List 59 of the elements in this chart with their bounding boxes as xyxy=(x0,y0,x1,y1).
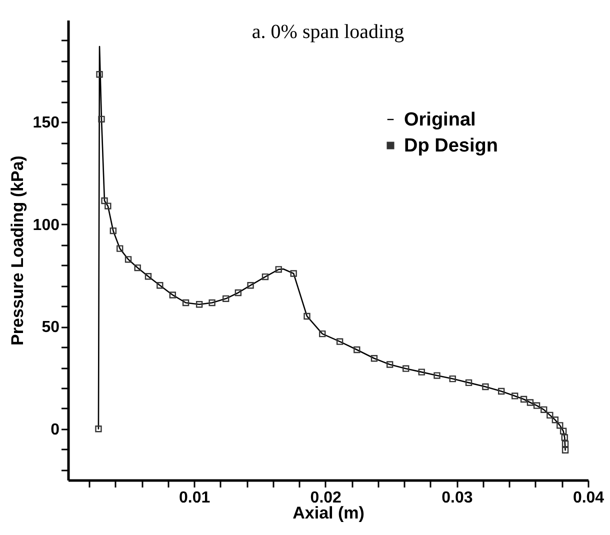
point xyxy=(247,282,254,289)
point xyxy=(434,372,440,379)
point xyxy=(562,440,569,448)
x-tick-label: 0.02 xyxy=(310,490,342,506)
y-axis-title: Pressure Loading (kPa) xyxy=(8,156,27,346)
point xyxy=(275,266,282,273)
point xyxy=(562,446,569,454)
point xyxy=(402,365,410,372)
point xyxy=(101,197,108,204)
point xyxy=(546,412,554,419)
point xyxy=(124,256,132,263)
point xyxy=(561,434,568,441)
point xyxy=(520,396,528,403)
point xyxy=(482,383,489,390)
point xyxy=(386,361,394,368)
point xyxy=(336,338,344,345)
y-tick-label: 0 xyxy=(50,421,60,438)
x-tick-label: 0.04 xyxy=(572,490,604,506)
x-axis-title: Axial (m) xyxy=(292,504,364,522)
legend-label: Original xyxy=(404,110,476,130)
point xyxy=(540,406,548,414)
point xyxy=(556,422,564,429)
point xyxy=(169,292,176,298)
y-tick-label: 50 xyxy=(42,319,60,336)
chart-title: a. 0% span loading xyxy=(252,21,404,43)
point xyxy=(222,295,230,302)
point xyxy=(512,392,518,400)
point xyxy=(526,399,534,406)
point xyxy=(196,301,203,308)
y-tick-label: 150 xyxy=(32,114,60,132)
point xyxy=(560,428,567,434)
point xyxy=(262,273,269,280)
point xyxy=(234,289,242,296)
point xyxy=(95,426,102,432)
point xyxy=(110,227,117,234)
point xyxy=(304,312,310,320)
point xyxy=(290,270,297,277)
point xyxy=(134,264,141,272)
x-tick-label: 0.01 xyxy=(178,490,210,506)
point xyxy=(533,402,540,409)
point xyxy=(418,368,425,376)
point xyxy=(156,282,164,289)
legend-label: Dp Design xyxy=(404,136,498,156)
point xyxy=(319,330,326,338)
point xyxy=(208,299,216,306)
point xyxy=(354,346,360,354)
point xyxy=(144,273,152,280)
point xyxy=(449,375,456,382)
point xyxy=(116,245,124,252)
point xyxy=(182,299,190,306)
x-tick-label: 0.03 xyxy=(442,490,473,506)
point xyxy=(552,416,559,424)
point xyxy=(98,116,105,122)
point xyxy=(104,202,112,210)
point xyxy=(498,388,505,395)
point xyxy=(370,355,378,362)
y-tick-label: 100 xyxy=(32,216,60,234)
point xyxy=(96,71,103,78)
point xyxy=(465,379,472,386)
